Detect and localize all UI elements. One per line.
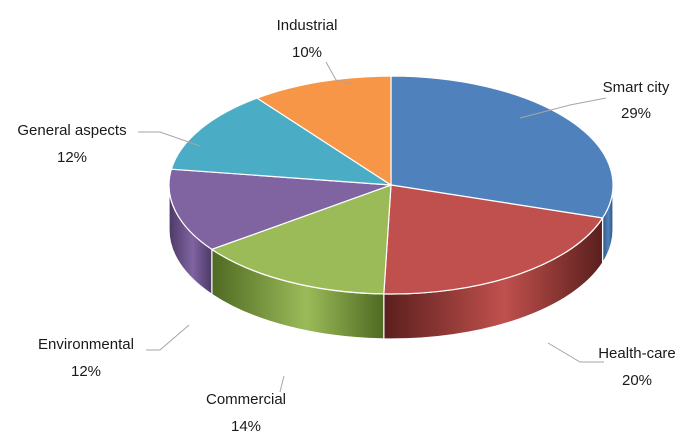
slice-value-general-aspects: 12%: [57, 149, 87, 166]
slice-label-environmental: Environmental: [38, 336, 134, 353]
pie-slice-smart-city: [390, 75, 614, 219]
leader-line-commercial: [279, 375, 285, 393]
pie-slice-industrial: [255, 75, 392, 187]
leader-line-industrial: [325, 61, 353, 85]
slice-labels: Smart city 29% Health-care 20% Commercial 14%…: [17, 17, 675, 435]
pie-slice-environmental: [168, 168, 392, 251]
slice-value-environmental: 12%: [71, 363, 101, 380]
pie-slice-commercial: [210, 184, 392, 295]
slice-value-health-care: 20%: [622, 372, 652, 389]
slice-label-industrial: Industrial: [277, 17, 338, 34]
slice-label-commercial: Commercial: [206, 391, 286, 408]
pie-slice-general-aspects: [170, 97, 392, 186]
leader-line-environmental: [146, 324, 190, 351]
slice-value-industrial: 10%: [292, 44, 322, 61]
slice-label-smart-city: Smart city: [603, 79, 670, 96]
label-leader-lines: [138, 61, 607, 393]
pie-top-faces: [168, 75, 614, 295]
slice-label-health-care: Health-care: [598, 345, 676, 362]
pie-slice-health-care: [383, 184, 604, 295]
leader-line-smart-city: [519, 97, 607, 119]
slice-label-general-aspects: General aspects: [17, 122, 126, 139]
slice-value-smart-city: 29%: [621, 105, 651, 122]
leader-line-health-care: [547, 342, 604, 363]
slice-value-commercial: 14%: [231, 418, 261, 435]
leader-line-general-aspects: [138, 131, 201, 147]
